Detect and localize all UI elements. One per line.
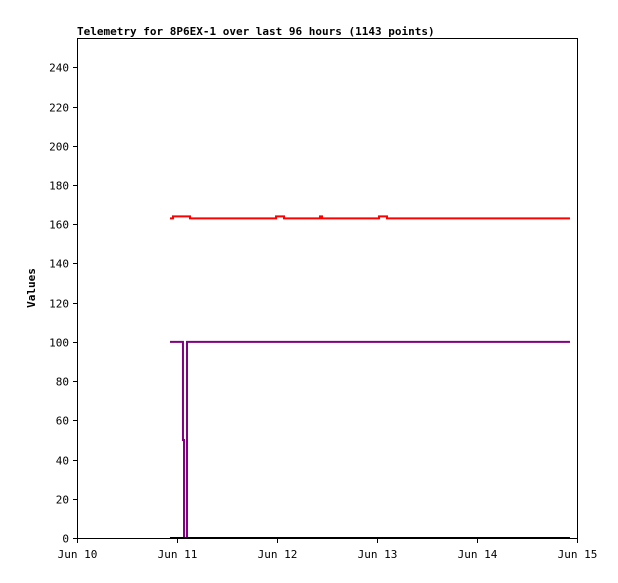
x-tick-label: Jun 10	[58, 548, 98, 561]
y-tick-label: 20	[56, 494, 69, 507]
x-tick-label: Jun 12	[258, 548, 298, 561]
plot-frame	[77, 38, 578, 539]
y-tick-label: 180	[49, 180, 69, 193]
y-tick-label: 160	[49, 219, 69, 232]
y-tick-label: 60	[56, 415, 69, 428]
x-tick-label: Jun 14	[458, 548, 498, 561]
series-line-1	[169, 340, 570, 539]
y-tick-label: 40	[56, 455, 69, 468]
x-tick-label: Jun 11	[158, 548, 198, 561]
series-line-0	[169, 215, 570, 220]
x-tick-label: Jun 15	[558, 548, 598, 561]
y-tick-label: 0	[62, 533, 69, 546]
y-tick-label: 240	[49, 62, 69, 75]
y-tick-label: 120	[49, 298, 69, 311]
x-tick-label: Jun 13	[358, 548, 398, 561]
y-tick-label: 220	[49, 102, 69, 115]
y-tick-label: 80	[56, 376, 69, 389]
y-tick-label: 100	[49, 337, 69, 350]
y-tick-label: 140	[49, 258, 69, 271]
y-tick-label: 200	[49, 141, 69, 154]
y-axis-label: Values	[25, 268, 38, 308]
chart-title: Telemetry for 8P6EX-1 over last 96 hours…	[77, 25, 435, 38]
